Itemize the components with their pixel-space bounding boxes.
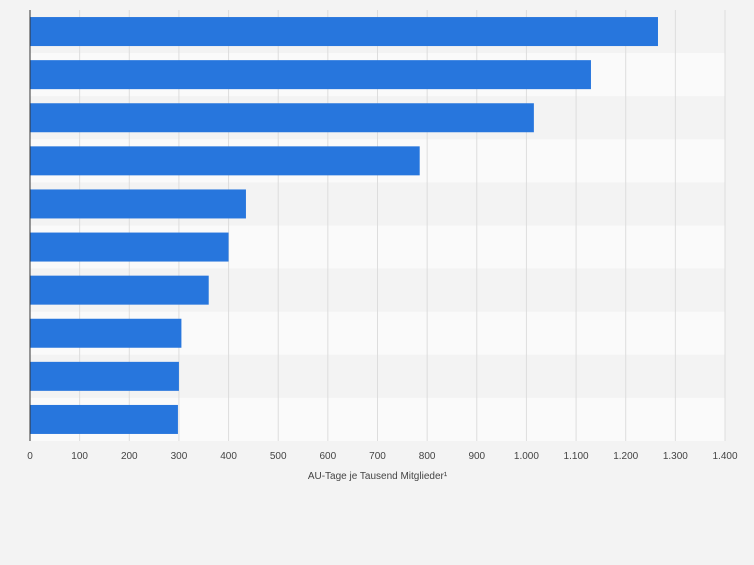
x-tick-label: 500	[270, 451, 287, 462]
x-tick-label: 0	[27, 451, 33, 462]
x-tick-label: 1.400	[712, 451, 737, 462]
bar	[30, 404, 178, 434]
x-tick-label: 400	[220, 451, 237, 462]
bars	[30, 17, 658, 434]
bar	[30, 146, 420, 176]
x-tick-label: 1.000	[514, 451, 539, 462]
x-axis-ticks: 0 100 200 300 400 500 600 700 800 900 1.000 1.100 1.…	[27, 451, 738, 462]
bar	[30, 361, 179, 391]
x-tick-label: 300	[171, 451, 188, 462]
x-tick-label: 800	[419, 451, 436, 462]
x-tick-label: 200	[121, 451, 138, 462]
bar	[30, 275, 209, 305]
x-tick-label: 100	[71, 451, 88, 462]
bar	[30, 318, 182, 348]
x-tick-label: 1.200	[613, 451, 638, 462]
bar	[30, 189, 246, 219]
x-tick-label: 1.300	[663, 451, 688, 462]
x-tick-label: 1.100	[564, 451, 589, 462]
x-tick-label: 700	[369, 451, 386, 462]
bar	[30, 232, 229, 262]
bar	[30, 60, 591, 90]
x-axis-title: AU-Tage je Tausend Mitglieder¹	[308, 471, 448, 482]
x-tick-label: 900	[468, 451, 485, 462]
bar	[30, 103, 534, 133]
x-tick-label: 600	[320, 451, 337, 462]
bar	[30, 17, 658, 47]
